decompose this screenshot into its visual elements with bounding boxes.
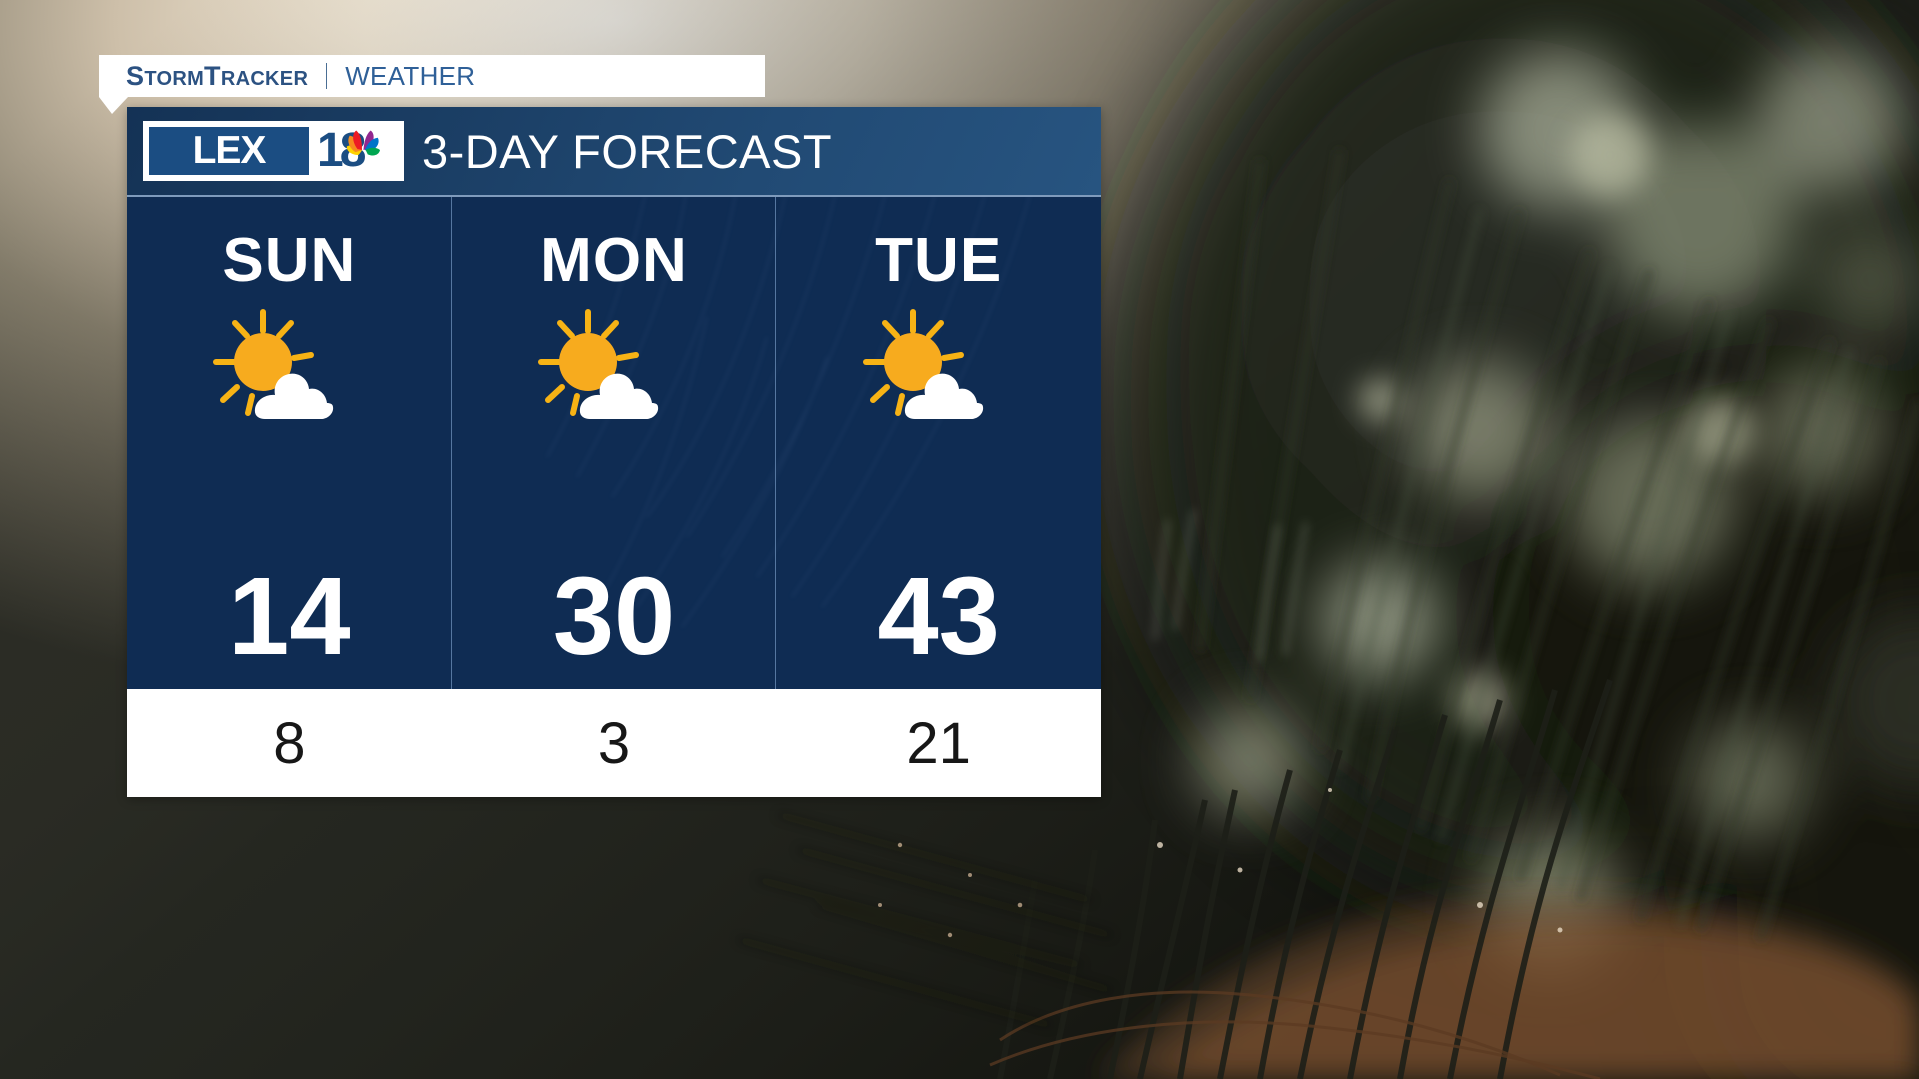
svg-text:LEX: LEX	[193, 129, 267, 172]
